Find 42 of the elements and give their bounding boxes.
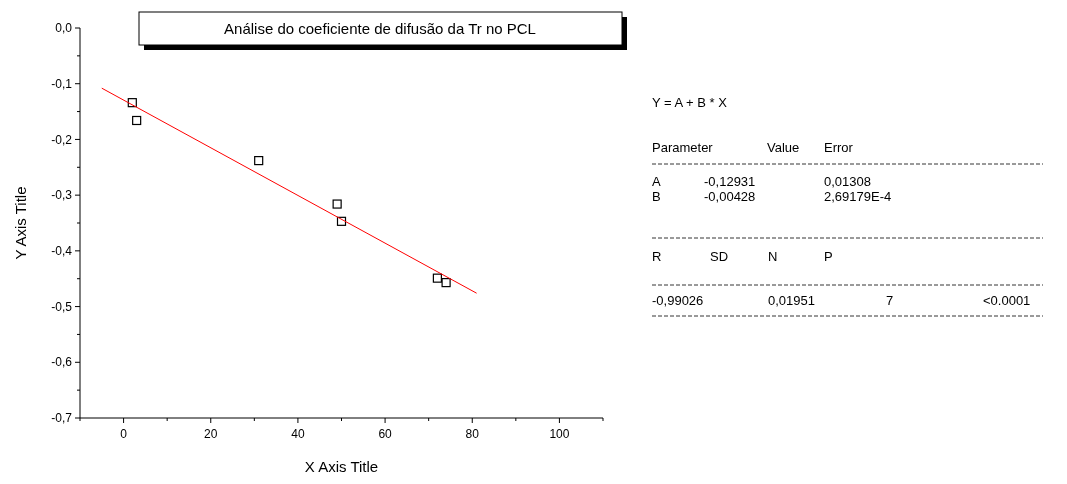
text: -0,99026 xyxy=(652,292,704,308)
text: -0,00428 xyxy=(704,188,756,204)
text: SD xyxy=(710,248,729,264)
text: 7 xyxy=(886,292,894,308)
y-tick-label: -0,1 xyxy=(51,76,73,91)
text: 0,01951 xyxy=(768,292,815,308)
text: -0,12931 xyxy=(704,173,756,189)
x-tick-label: 60 xyxy=(378,427,393,441)
point xyxy=(441,278,451,288)
y-axis-title: Y Axis Title xyxy=(12,186,29,260)
text: 0,01308 xyxy=(824,173,871,189)
text: Parameter xyxy=(652,139,714,155)
x-tick-label: 40 xyxy=(291,427,305,441)
y-tick-label: -0,6 xyxy=(51,355,73,370)
text: A xyxy=(652,173,661,189)
text: Value xyxy=(767,139,800,155)
x-axis-title: X Axis Title xyxy=(304,458,379,475)
y-tick-label: -0,3 xyxy=(51,188,73,203)
text: <0.0001 xyxy=(983,292,1031,308)
text: 2,69179E-4 xyxy=(824,188,892,204)
text: Error xyxy=(824,139,854,155)
y-tick-label: -0,7 xyxy=(51,411,73,426)
chart-title: Análise do coeficiente de difusão da Tr no PCL xyxy=(224,20,536,38)
text: B xyxy=(652,188,661,204)
y-tick-label: 0,0 xyxy=(55,21,73,36)
y-tick-label: -0,4 xyxy=(51,244,73,259)
point xyxy=(254,156,264,166)
text: N xyxy=(768,248,778,264)
y-tick-label: -0,2 xyxy=(51,132,73,147)
point xyxy=(132,115,142,126)
x-tick-label: 80 xyxy=(465,427,480,441)
point xyxy=(127,98,137,108)
x-tick-label: 0 xyxy=(120,427,128,441)
point xyxy=(432,273,442,283)
y-tick-label: -0,5 xyxy=(51,299,73,314)
x-tick-label: 100 xyxy=(549,427,570,441)
point xyxy=(332,199,342,209)
point xyxy=(336,216,347,226)
text: P xyxy=(824,248,833,264)
text: R xyxy=(652,248,662,264)
x-tick-label: 20 xyxy=(204,427,218,441)
text: Y = A + B * X xyxy=(652,94,728,110)
